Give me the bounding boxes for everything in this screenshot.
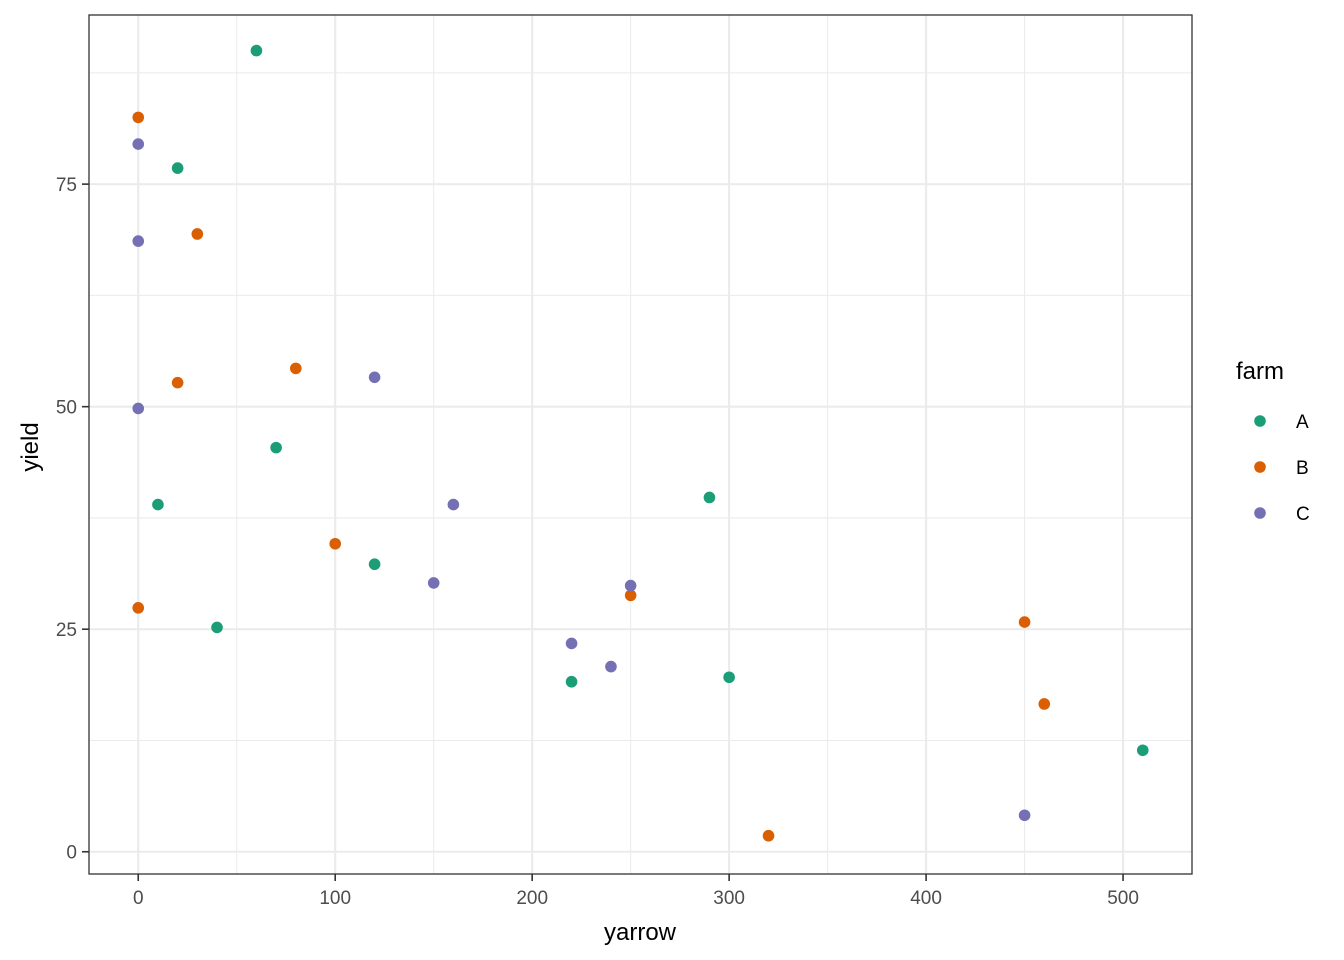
legend-key-a	[1254, 415, 1266, 427]
y-axis: 0 25 50 75	[56, 175, 89, 864]
data-point-b	[1018, 616, 1031, 628]
data-point-b	[132, 111, 145, 124]
data-point-b	[132, 602, 145, 614]
x-tick-label: 200	[516, 888, 548, 909]
panel-border	[88, 14, 1193, 875]
data-point-c	[132, 235, 145, 247]
legend-key-c	[1254, 507, 1266, 519]
data-point-c	[427, 577, 440, 589]
major-gridlines	[89, 15, 1192, 874]
x-tick-label: 500	[1107, 888, 1139, 909]
data-point-a	[703, 491, 716, 504]
legend-label-b: B	[1296, 458, 1309, 479]
legend-key-b	[1254, 461, 1266, 473]
data-point-b	[1038, 698, 1051, 710]
data-point-a	[171, 162, 184, 174]
data-point-a	[152, 498, 164, 511]
y-tick-label: 50	[56, 398, 77, 419]
data-point-a	[723, 671, 735, 684]
data-points	[132, 44, 1149, 842]
x-tick-label: 400	[910, 888, 942, 909]
data-point-b	[171, 376, 184, 389]
data-point-b	[762, 829, 775, 842]
data-point-b	[624, 589, 637, 602]
data-point-b	[329, 537, 342, 550]
y-tick-label: 0	[66, 843, 77, 864]
data-point-a	[250, 44, 263, 57]
data-point-c	[132, 138, 145, 150]
data-point-a	[1136, 744, 1149, 757]
x-tick-label: 0	[133, 888, 144, 909]
x-tick-label: 300	[713, 888, 745, 909]
x-axis: 0 100 200 300 400 500	[133, 874, 1139, 909]
legend-label-a: A	[1296, 412, 1309, 433]
data-point-c	[565, 637, 578, 650]
data-point-a	[270, 441, 282, 454]
y-axis-title: yield	[17, 422, 44, 471]
x-tick-label: 100	[319, 888, 351, 909]
data-point-c	[605, 660, 617, 673]
data-point-a	[211, 621, 223, 634]
data-point-c	[1018, 809, 1031, 822]
data-point-c	[447, 498, 460, 511]
data-point-a	[565, 675, 578, 688]
data-point-a	[368, 558, 381, 571]
x-axis-title: yarrow	[604, 919, 677, 946]
data-point-c	[132, 402, 145, 415]
data-point-b	[191, 228, 204, 240]
legend: farm A B C	[1236, 358, 1310, 525]
minor-gridlines	[89, 15, 1192, 874]
y-tick-label: 25	[56, 620, 77, 641]
legend-title: farm	[1236, 358, 1284, 385]
data-point-c	[624, 579, 637, 592]
y-tick-label: 75	[56, 175, 77, 196]
legend-items: A B C	[1254, 412, 1310, 525]
data-point-b	[290, 362, 302, 375]
legend-label-c: C	[1296, 504, 1310, 525]
data-point-c	[368, 371, 381, 384]
